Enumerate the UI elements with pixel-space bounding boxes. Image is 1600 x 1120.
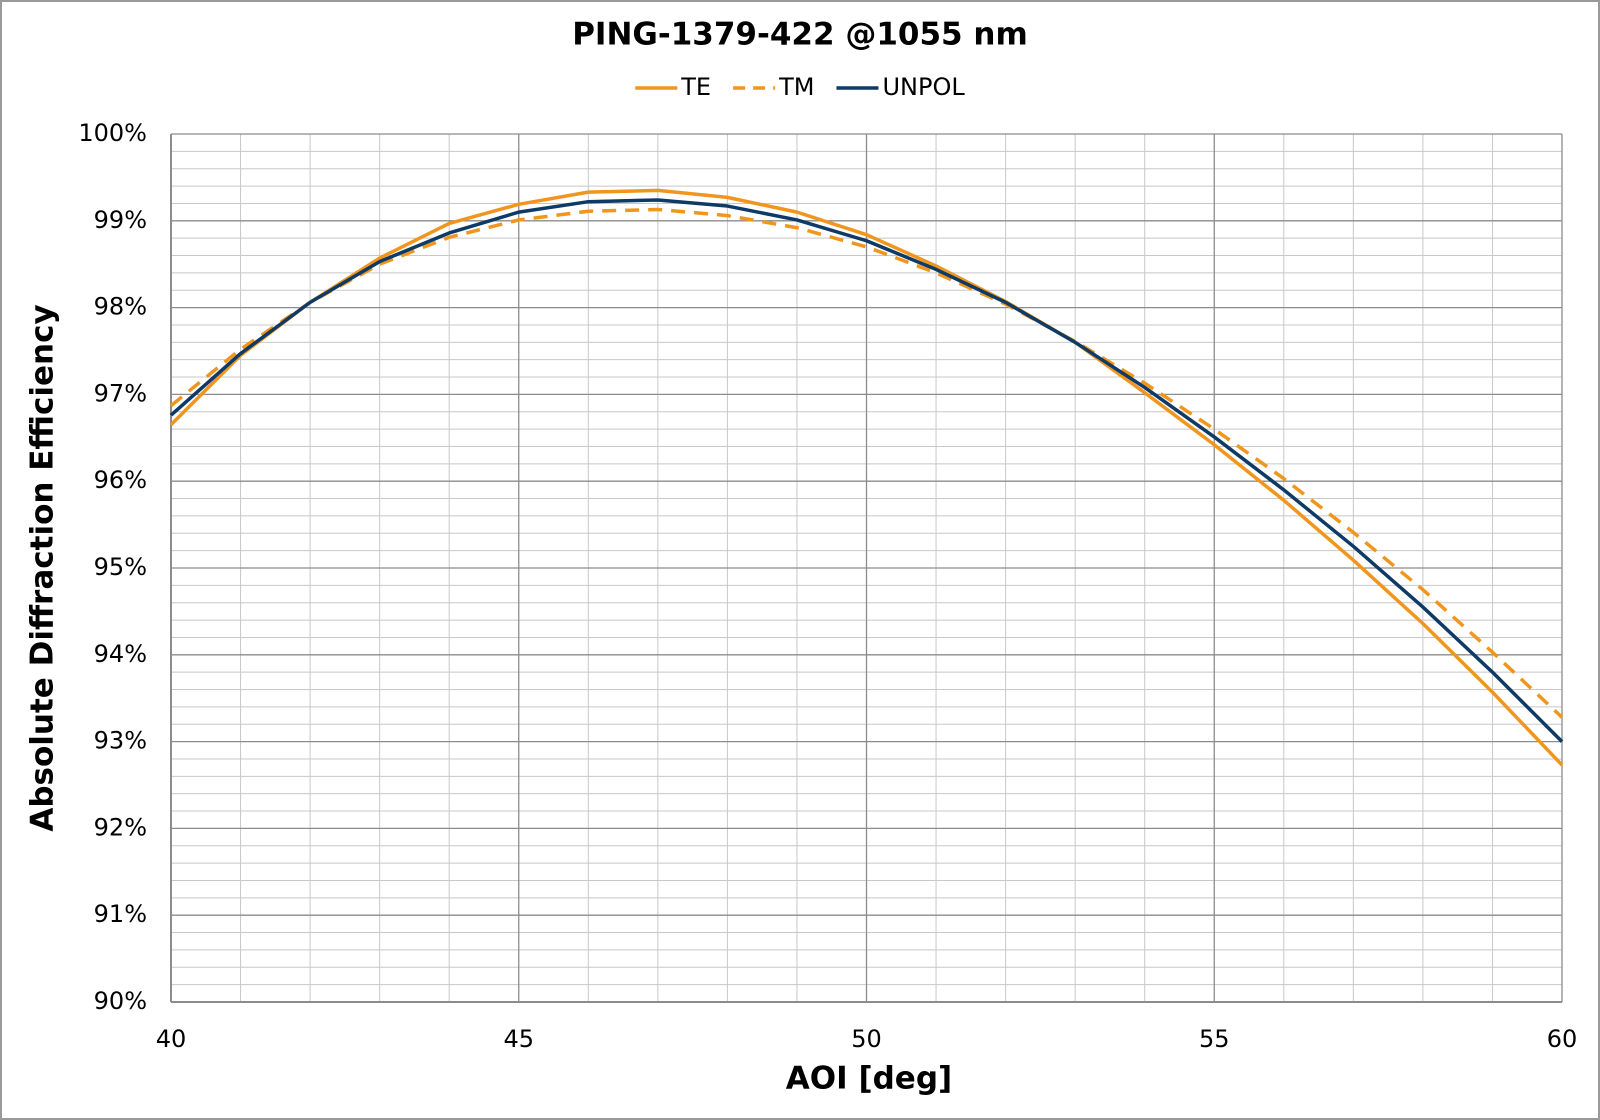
y-tick-label: 92% xyxy=(94,813,147,841)
data-line xyxy=(169,188,1564,767)
y-tick-label: 91% xyxy=(94,900,147,928)
x-tick-label: 45 xyxy=(503,1025,534,1053)
x-tick-label: 60 xyxy=(1547,1025,1578,1053)
y-axis-title: Absolute Diffraction Efficiency xyxy=(25,304,61,831)
y-tick-label: 100% xyxy=(78,119,147,147)
x-axis-title: AOI [deg] xyxy=(786,1061,952,1097)
plot-lines xyxy=(169,188,1564,767)
y-tick-label: 98% xyxy=(94,293,147,321)
y-tick-label: 96% xyxy=(94,466,147,494)
x-tick-label: 40 xyxy=(156,1025,187,1053)
y-tick-label: 90% xyxy=(94,987,147,1015)
y-tick-label: 97% xyxy=(94,379,147,407)
y-tick-label: 99% xyxy=(94,206,147,234)
y-tick-label: 94% xyxy=(94,640,147,668)
legend-label: TM xyxy=(778,73,814,101)
legend-label: TE xyxy=(680,73,711,101)
data-line xyxy=(169,198,1564,743)
y-tick-label: 95% xyxy=(94,553,147,581)
y-tick-label: 93% xyxy=(94,727,147,755)
legend: TE TM UNPOL xyxy=(635,73,965,101)
grid xyxy=(170,133,1563,1003)
legend-label: UNPOL xyxy=(882,73,965,101)
x-tick-label: 50 xyxy=(851,1025,882,1053)
data-line xyxy=(169,207,1564,719)
x-tick-label: 55 xyxy=(1199,1025,1230,1053)
chart-title: PING-1379-422 @1055 nm xyxy=(572,17,1028,53)
